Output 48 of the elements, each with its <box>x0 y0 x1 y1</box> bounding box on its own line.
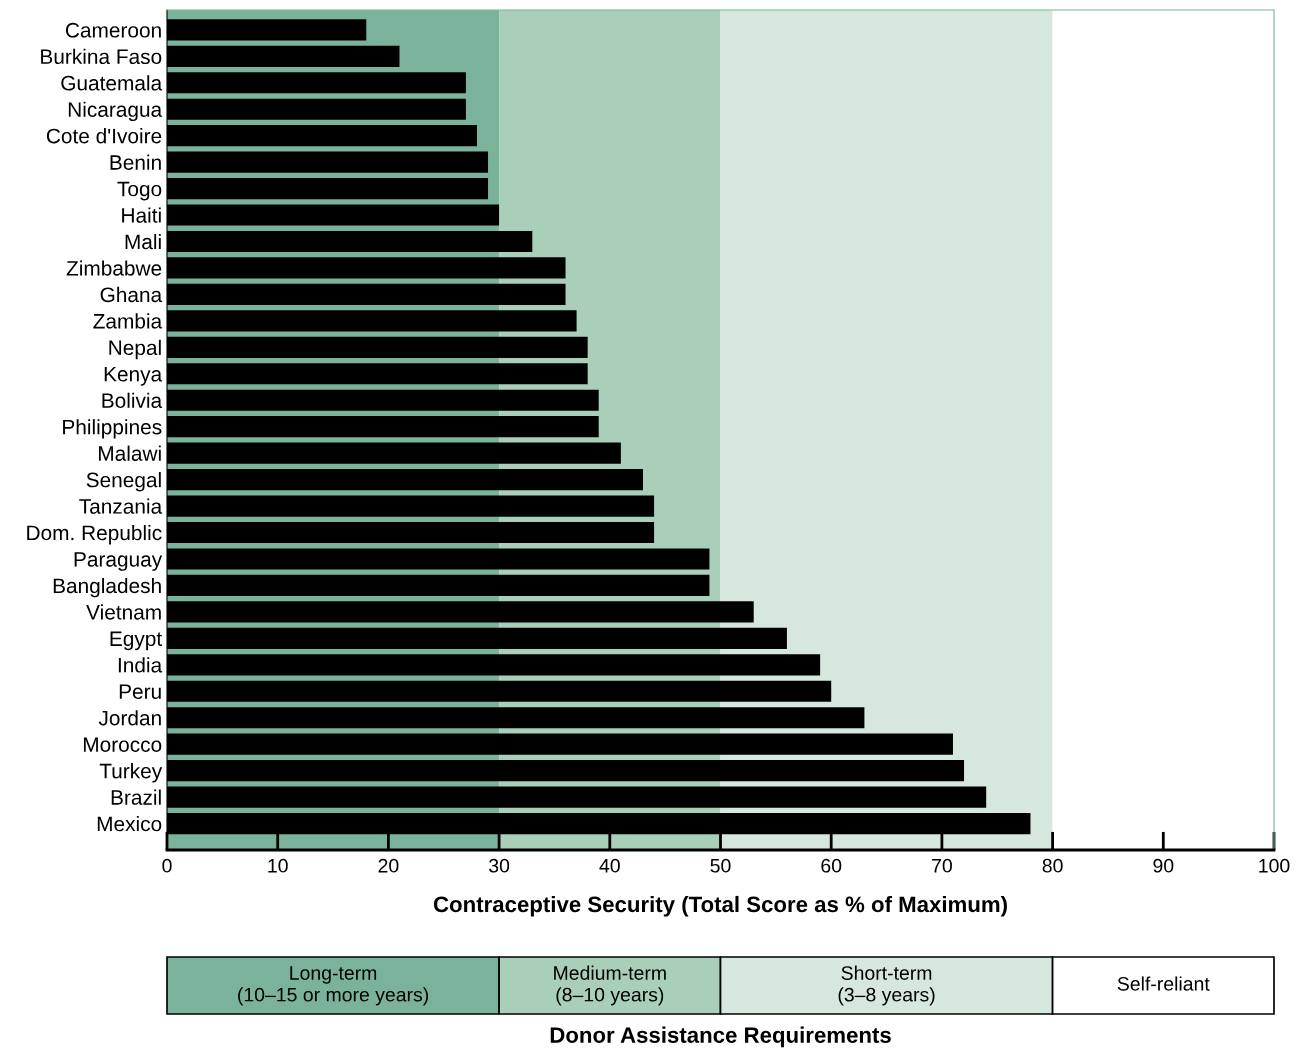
x-tick-label: 10 <box>268 858 288 873</box>
y-tick-label: Dom. Republic <box>27 524 162 545</box>
y-tick-label: Peru <box>119 684 161 700</box>
text: Short-term (3–8 years) <box>838 965 935 1006</box>
y-tick-label: Jordan <box>98 710 161 726</box>
y-tick-label: India <box>118 657 163 673</box>
text: Self-reliant <box>1117 976 1210 991</box>
y-tick-label: Paraguay <box>74 552 163 571</box>
y-tick-label: Benin <box>110 154 161 170</box>
x-axis-title: Contraceptive Security (Total Score as % of Maximum) <box>433 895 1007 917</box>
y-tick-label: Bolivia <box>102 392 163 408</box>
y-tick-label: Guatemala <box>61 75 163 91</box>
y-tick-label: Cote d'Ivoire <box>46 128 162 144</box>
y-tick-label: Zimbabwe <box>66 260 162 276</box>
y-tick-label: Ghana <box>100 286 163 303</box>
legend-title: Donor Assistance Requirements <box>550 1026 891 1048</box>
y-tick-label: Malawi <box>99 445 161 461</box>
text: Long-term (10–15 or more years) <box>238 966 429 1006</box>
y-tick-label: Mexico <box>97 815 162 832</box>
y-tick-label: Turkey <box>99 763 163 783</box>
x-tick-label: 60 <box>821 858 842 873</box>
x-tick-label: 100 <box>1259 858 1290 873</box>
y-tick-label: Kenya <box>104 367 163 386</box>
y-tick-label: Philippines <box>63 419 162 439</box>
y-tick-label: Vietnam <box>86 604 161 620</box>
text: Medium-term (8–10 years) <box>554 965 666 1006</box>
y-tick-label: Togo <box>117 181 162 201</box>
y-tick-label: Haiti <box>122 207 161 223</box>
y-tick-label: Morocco <box>83 737 162 752</box>
x-tick-label: 50 <box>710 858 731 873</box>
y-tick-label: Bangladesh <box>53 577 161 598</box>
y-tick-label: Brazil <box>111 789 161 805</box>
x-tick-label: 80 <box>1042 858 1063 873</box>
x-tick-label: 0 <box>162 858 172 873</box>
x-tick-label: 90 <box>1153 858 1174 873</box>
y-tick-label: Burkina Faso <box>41 48 162 65</box>
x-tick-label: 30 <box>489 858 510 873</box>
x-tick-label: 40 <box>599 858 620 873</box>
x-tick-label: 70 <box>932 858 952 873</box>
y-tick-label: Zambia <box>93 313 163 329</box>
x-tick-label: 20 <box>378 858 399 873</box>
y-tick-label: Cameroon <box>65 22 161 38</box>
y-tick-label: Tanzania <box>79 498 163 514</box>
y-tick-label: Nicaragua <box>68 101 163 122</box>
y-tick-label: Egypt <box>110 631 162 651</box>
y-tick-label: Senegal <box>86 472 161 492</box>
y-tick-label: Mali <box>125 233 161 250</box>
y-tick-label: Nepal <box>109 339 161 360</box>
